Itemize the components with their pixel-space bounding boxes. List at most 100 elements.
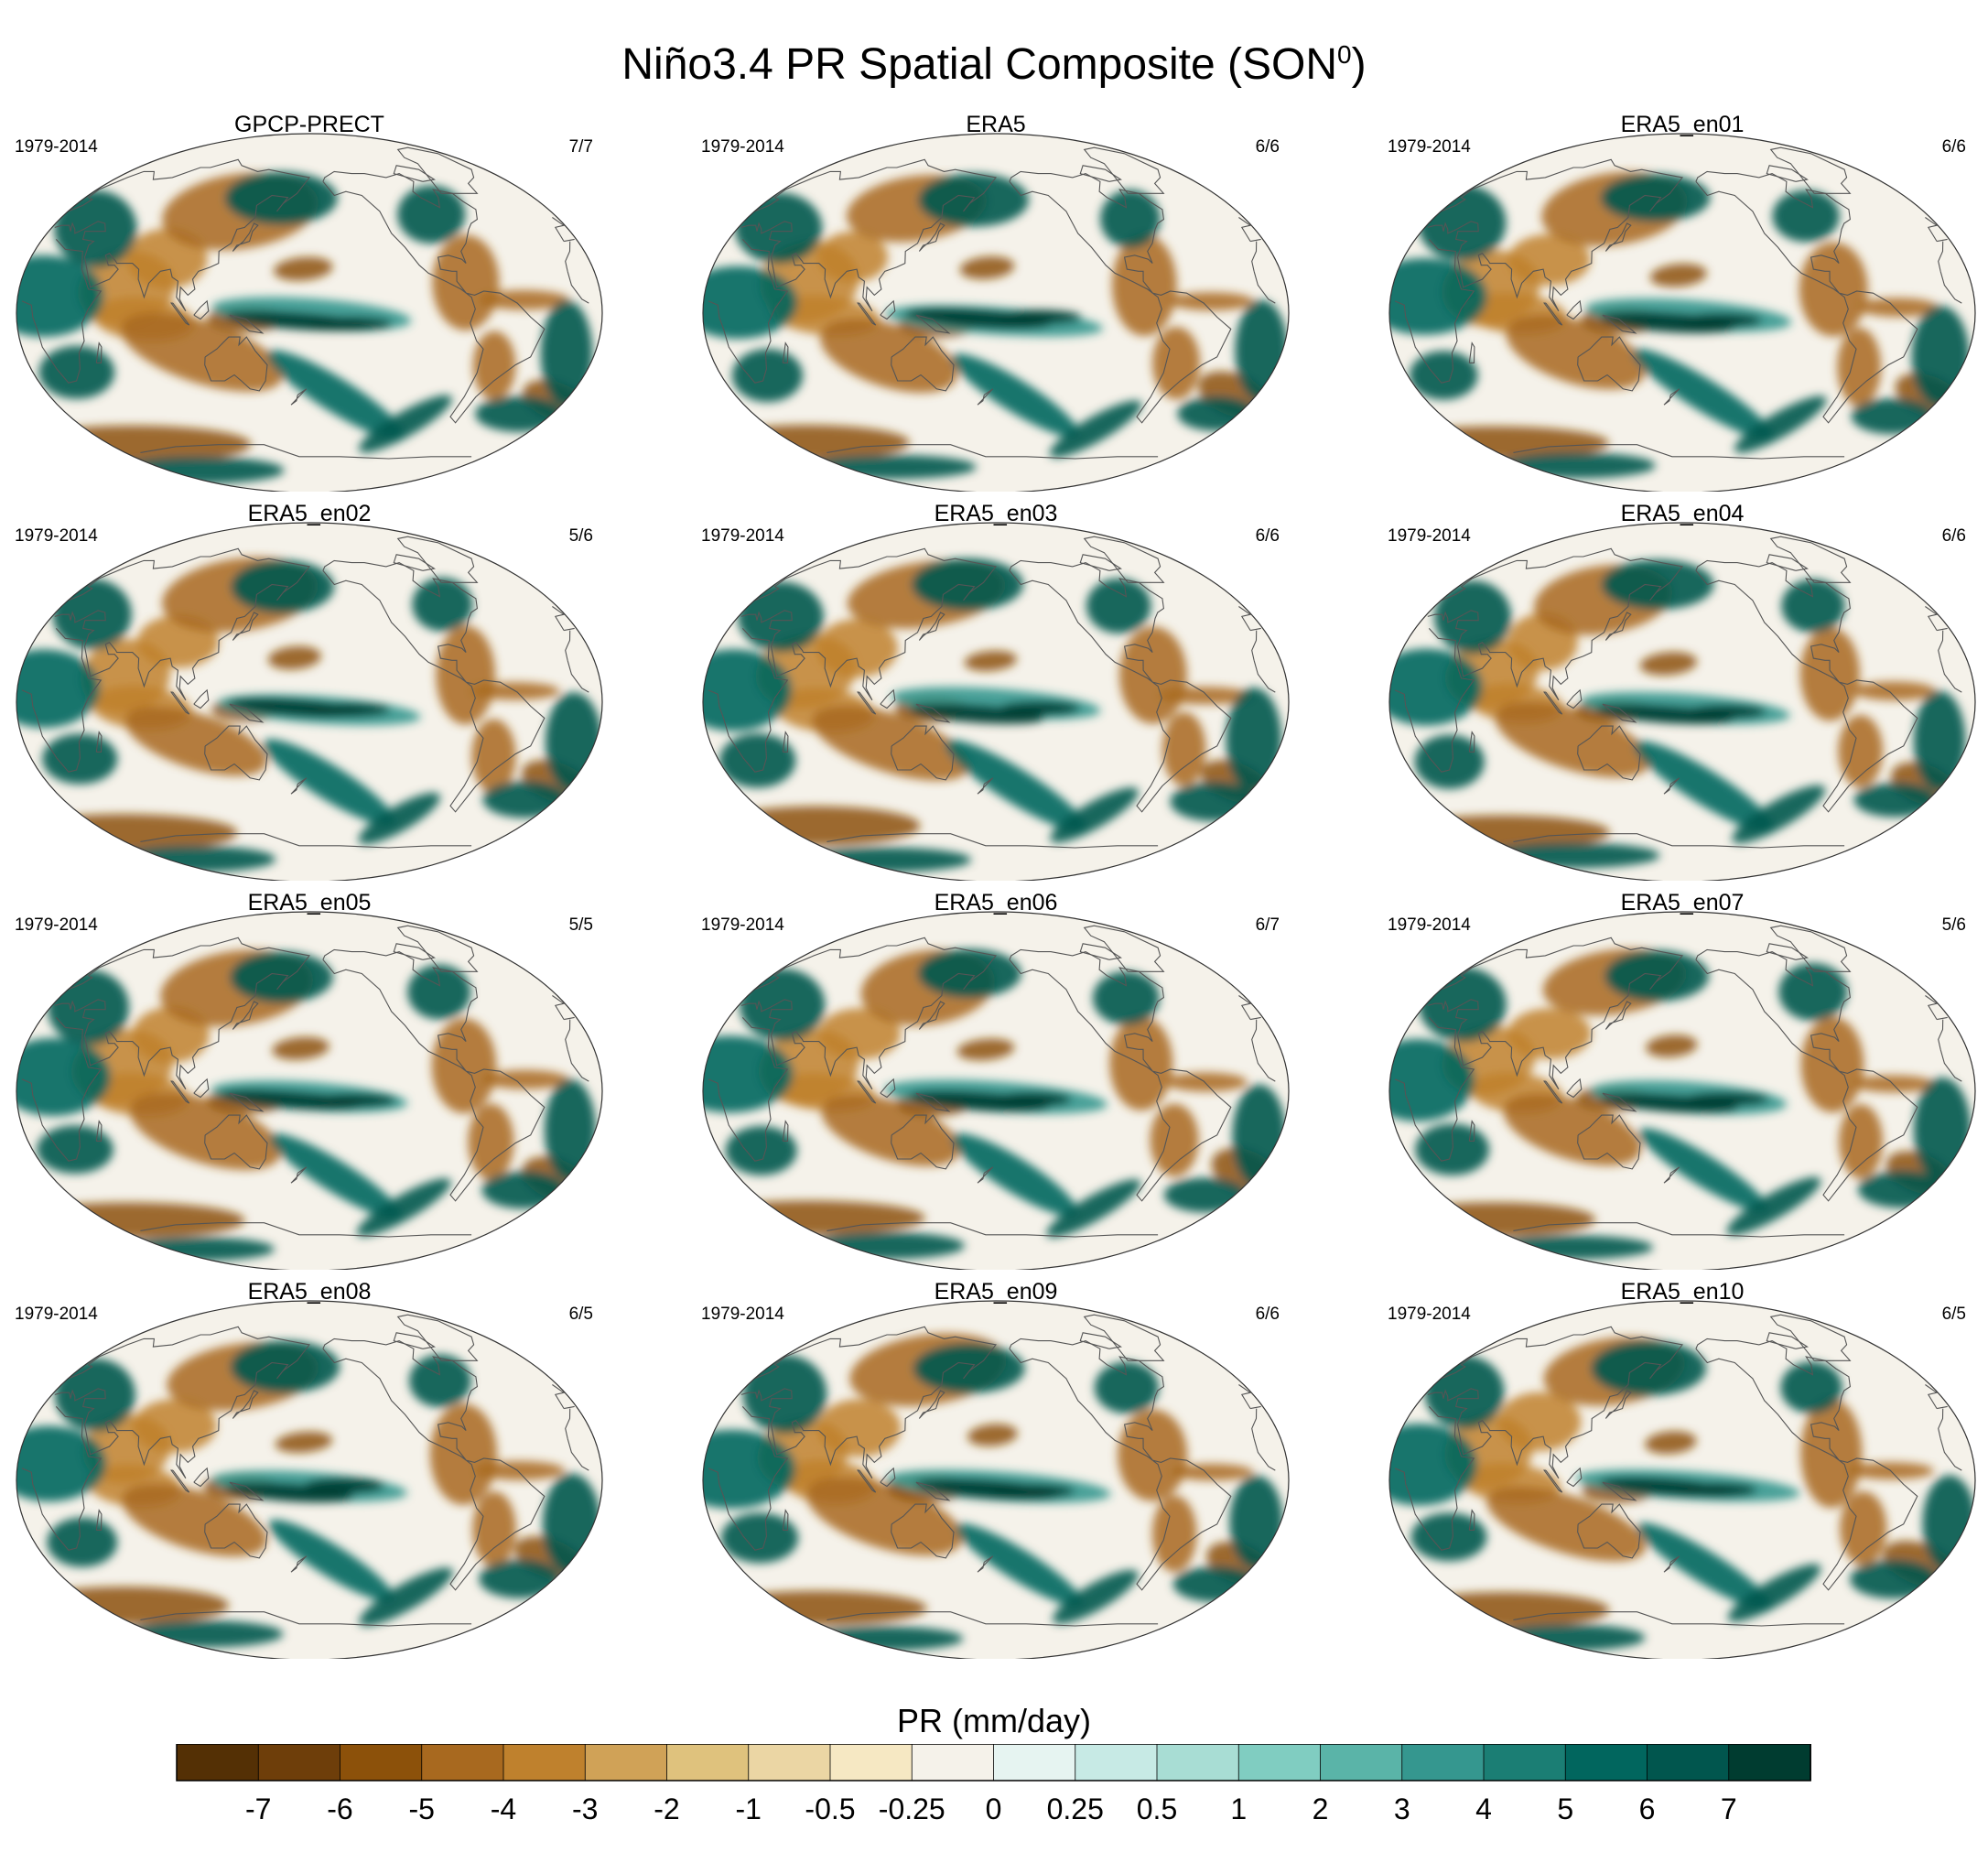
panel-period: 1979-2014	[1388, 915, 1471, 936]
positive-anomaly-region	[1684, 1092, 1769, 1106]
panel-title: GPCP-PRECT	[7, 112, 611, 137]
panel-event-count: 6/6	[1256, 1305, 1280, 1325]
map-era5	[694, 112, 1298, 492]
negative-anomaly-region	[816, 619, 898, 677]
positive-anomaly-region	[475, 396, 562, 432]
positive-anomaly-region	[47, 1518, 117, 1567]
positive-anomaly-region	[738, 581, 824, 652]
colorbar-tick-label: 0.5	[1137, 1792, 1177, 1825]
positive-anomaly-region	[1772, 190, 1839, 243]
negative-anomaly-region	[432, 235, 499, 330]
colorbar-title: PR (mm/day)	[0, 1701, 1988, 1741]
positive-anomaly-region	[913, 1344, 1025, 1393]
positive-anomaly-region	[225, 172, 338, 225]
panel-event-count: 5/5	[569, 915, 593, 936]
panel-event-count: 6/5	[569, 1305, 593, 1325]
colorbar-tick-label: 0.25	[1047, 1792, 1104, 1825]
main-title: Niño3.4 PR Spatial Composite (SON0)	[0, 27, 1988, 92]
panel-event-count: 6/6	[1256, 526, 1280, 547]
positive-anomaly-region	[546, 692, 602, 792]
negative-anomaly-region	[472, 1491, 516, 1566]
panel-event-count: 5/6	[1942, 915, 1966, 936]
positive-anomaly-region	[918, 949, 1021, 998]
positive-anomaly-region	[735, 192, 822, 263]
positive-anomaly-region	[1680, 313, 1761, 328]
negative-anomaly-region	[1112, 234, 1177, 336]
panel-title: ERA5_en08	[7, 1279, 611, 1305]
positive-anomaly-region	[1086, 579, 1151, 634]
negative-anomaly-region	[1165, 1073, 1248, 1092]
positive-anomaly-region	[39, 346, 115, 399]
panel-title: ERA5_en01	[1380, 112, 1984, 137]
negative-anomaly-region	[1150, 1104, 1198, 1177]
map-panel: ERA5_en05 1979-2014 5/5	[7, 890, 611, 1270]
positive-anomaly-region	[1591, 1341, 1706, 1396]
negative-anomaly-region	[436, 626, 495, 725]
positive-anomaly-region	[541, 300, 593, 407]
positive-anomaly-region	[37, 1125, 113, 1174]
positive-anomaly-region	[1418, 185, 1507, 261]
negative-anomaly-region	[1507, 1008, 1591, 1058]
colorbar-tick-label: -7	[245, 1792, 271, 1825]
panel-title: ERA5_en07	[1380, 890, 1984, 915]
colorbar-swatch	[749, 1744, 831, 1781]
negative-anomaly-region	[1838, 715, 1883, 787]
panel-period: 1979-2014	[1388, 1305, 1471, 1325]
colorbar-swatch	[1321, 1744, 1403, 1781]
panel-event-count: 6/6	[1942, 526, 1966, 547]
positive-anomaly-region	[1235, 300, 1288, 402]
positive-anomaly-region	[740, 969, 825, 1041]
map-gpcp-prect	[7, 112, 611, 492]
negative-anomaly-region	[432, 1018, 497, 1113]
panel-title: ERA5_en09	[694, 1279, 1298, 1305]
colorbar-swatch	[258, 1744, 340, 1781]
positive-anomaly-region	[1781, 579, 1844, 634]
colorbar-tick-label: -6	[327, 1792, 352, 1825]
map-era5-en09	[694, 1279, 1298, 1659]
colorbar-swatch	[1648, 1744, 1730, 1781]
negative-anomaly-region	[705, 425, 910, 460]
positive-anomaly-region	[1850, 1560, 1938, 1598]
positive-anomaly-region	[1490, 1624, 1646, 1651]
map-panel: ERA5_en10 1979-2014 6/5	[1380, 1279, 1984, 1659]
positive-anomaly-region	[483, 781, 567, 818]
colorbar-swatch	[503, 1744, 586, 1781]
positive-anomaly-region	[805, 455, 977, 479]
negative-anomaly-region	[714, 807, 921, 846]
negative-anomaly-region	[10, 1202, 245, 1238]
positive-anomaly-region	[1914, 691, 1965, 791]
negative-anomaly-region	[1801, 1017, 1864, 1112]
negative-anomaly-region	[1800, 1399, 1862, 1508]
negative-anomaly-region	[1853, 1076, 1935, 1093]
positive-anomaly-region	[479, 1560, 559, 1598]
map-era5-en08	[7, 1279, 611, 1659]
positive-anomaly-region	[998, 309, 1082, 324]
panel-event-count: 6/6	[1256, 137, 1280, 157]
colorbar-tick-label: 4	[1475, 1792, 1492, 1825]
panel-event-count: 6/7	[1256, 915, 1280, 936]
positive-anomaly-region	[482, 1172, 566, 1209]
positive-anomaly-region	[991, 1484, 1075, 1498]
positive-anomaly-region	[1858, 1171, 1946, 1208]
map-panel: ERA5_en07 1979-2014 5/6	[1380, 890, 1984, 1270]
positive-anomaly-region	[231, 560, 334, 613]
colorbar-swatch	[585, 1744, 667, 1781]
colorbar: -7 -6 -5 -4 -3 -2 -1 -0.5 -0.25 0 0.25 0.5 1 2 3 4 5 6 7	[0, 1744, 1988, 1836]
positive-anomaly-region	[412, 578, 472, 632]
positive-anomaly-region	[113, 846, 276, 872]
map-era5-en01	[1380, 112, 1984, 492]
negative-anomaly-region	[1152, 1496, 1197, 1573]
panel-event-count: 6/6	[1942, 137, 1966, 157]
positive-anomaly-region	[994, 1092, 1071, 1107]
map-era5-en03	[694, 501, 1298, 881]
negative-anomaly-region	[1839, 1104, 1883, 1178]
colorbar-tick-label: -4	[491, 1792, 516, 1825]
colorbar-swatch	[912, 1744, 994, 1781]
map-era5-en02	[7, 501, 611, 881]
colorbar-swatch	[1402, 1744, 1485, 1781]
positive-anomaly-region	[397, 186, 465, 244]
colorbar-tick-label: 7	[1721, 1792, 1737, 1825]
map-era5-en10	[1380, 1279, 1984, 1659]
colorbar-swatch	[422, 1744, 504, 1781]
positive-anomaly-region	[1095, 1362, 1159, 1413]
